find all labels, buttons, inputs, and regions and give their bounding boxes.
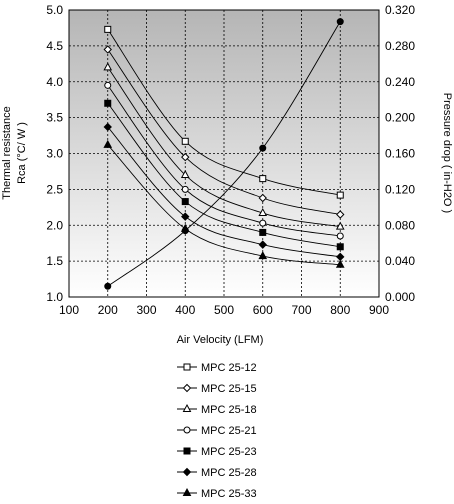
y-axis-title-line-2: Rca (°C/ W ) <box>16 122 28 184</box>
y-tick-label: 3.0 <box>46 147 63 161</box>
y-tick-label: 1.5 <box>46 254 63 268</box>
legend-label: MPC 25-33 <box>201 488 257 500</box>
data-point <box>258 240 267 249</box>
y-tick-label: 4.5 <box>46 39 63 53</box>
x-tick-label: 200 <box>98 303 118 317</box>
legend-marker <box>183 363 191 371</box>
y-tick-label: 2.5 <box>46 182 63 196</box>
series <box>103 18 345 290</box>
x-tick-label: 100 <box>59 303 79 317</box>
data-point <box>181 152 190 162</box>
y2-tick-label: 0.000 <box>385 290 415 304</box>
legend-label: MPC 25-28 <box>201 467 257 479</box>
data-point <box>104 25 112 33</box>
data-point <box>103 122 112 132</box>
data-point <box>180 169 190 179</box>
data-point <box>259 219 267 227</box>
data-point <box>336 191 344 199</box>
x-tick-label: 900 <box>369 303 389 317</box>
data-point <box>336 243 344 251</box>
data-point <box>335 221 345 230</box>
y2-axis-title: Pressure drop ( in-H2O ) <box>441 93 453 213</box>
data-point <box>104 99 112 107</box>
data-point <box>259 175 267 183</box>
y-axis-title-line-1: Thermal resistance <box>1 106 13 200</box>
x-tick-label: 400 <box>175 303 195 317</box>
x-tick-label: 600 <box>253 303 273 317</box>
pressure-point <box>181 227 189 235</box>
y2-tick-label: 0.280 <box>385 39 415 53</box>
data-point <box>104 81 112 89</box>
legend-marker <box>183 447 191 455</box>
x-tick-label: 800 <box>330 303 350 317</box>
x-tick-label: 500 <box>214 303 234 317</box>
y-tick-label: 5.0 <box>46 3 63 17</box>
data-point <box>181 137 189 145</box>
y2-tick-label: 0.200 <box>385 111 415 125</box>
y-tick-label: 3.5 <box>46 111 63 125</box>
data-point <box>103 62 113 71</box>
legend-label: MPC 25-23 <box>201 446 257 458</box>
plot-area <box>69 10 379 297</box>
data-point <box>103 139 113 148</box>
y-tick-label: 1.0 <box>46 290 63 304</box>
x-tick-label: 300 <box>136 303 156 317</box>
data-point <box>258 251 268 260</box>
series-line <box>107 49 341 215</box>
data-point <box>258 193 267 203</box>
legend-marker <box>182 487 192 496</box>
pressure-point <box>336 18 344 26</box>
y-tick-label: 4.0 <box>46 75 63 89</box>
pressure-line <box>107 21 341 287</box>
data-point <box>259 228 267 236</box>
y-tick-label: 2.0 <box>46 218 63 232</box>
series-line <box>107 102 341 248</box>
legend-label: MPC 25-21 <box>201 425 257 437</box>
pressure-point <box>259 144 267 152</box>
x-axis-title: Air Velocity (LFM) <box>177 334 264 346</box>
plot-border <box>68 9 380 298</box>
series-line <box>107 144 341 266</box>
pressure-point <box>104 282 112 290</box>
legend: MPC 25-12 MPC 25-15 MPC 25-18 MPC 25-21 MPC … <box>177 362 257 500</box>
legend-marker <box>182 467 192 477</box>
legend-marker <box>182 383 192 393</box>
series-line <box>107 85 341 237</box>
y2-tick-label: 0.320 <box>385 3 415 17</box>
data-point <box>181 185 189 193</box>
legend-label: MPC 25-18 <box>201 404 257 416</box>
legend-marker <box>182 403 192 412</box>
data-point <box>181 212 190 221</box>
series-line <box>107 29 341 196</box>
legend-marker <box>183 426 191 434</box>
y2-tick-label: 0.240 <box>385 75 415 89</box>
y2-tick-label: 0.160 <box>385 147 415 161</box>
legend-label: MPC 25-15 <box>201 383 257 395</box>
x-tick-label: 700 <box>291 303 311 317</box>
data-point <box>336 210 345 219</box>
y2-tick-label: 0.040 <box>385 254 415 268</box>
y2-tick-label: 0.120 <box>385 182 415 196</box>
tick-labels: 100 200 300 400 500 600 700 800 900 1.0 1.5 2.0 2.5 3… <box>46 3 415 317</box>
data-point <box>258 207 268 217</box>
legend-label: MPC 25-12 <box>201 362 257 374</box>
data-point <box>103 45 112 54</box>
data-point <box>335 259 345 268</box>
data-point <box>336 232 344 240</box>
series-line <box>107 67 341 228</box>
y2-tick-label: 0.080 <box>385 218 415 232</box>
series-line <box>107 126 341 258</box>
data-point <box>181 198 189 206</box>
